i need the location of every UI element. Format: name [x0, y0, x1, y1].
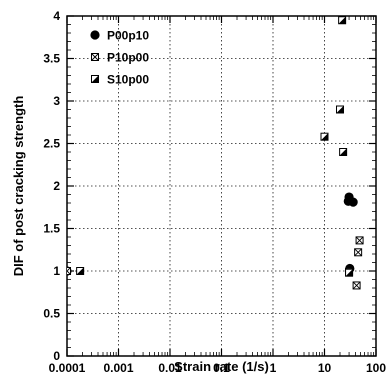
data-point — [339, 148, 348, 156]
y-tick-label: 3.5 — [43, 52, 60, 66]
series-P10p00 — [67, 236, 364, 290]
data-point-cross — [67, 270, 71, 275]
series-P00p10 — [67, 192, 358, 276]
x-tick-label: 0.001 — [103, 361, 133, 375]
data-point-fill — [336, 106, 344, 113]
data-point — [354, 248, 363, 257]
legend-label: P10p00 — [107, 51, 149, 65]
legend-marker — [91, 75, 99, 83]
legend-label: S10p00 — [107, 73, 149, 87]
data-point-fill — [338, 16, 346, 24]
data-point — [345, 268, 354, 277]
x-tick-label: 0.0001 — [49, 361, 86, 375]
data-point-shape — [348, 197, 358, 207]
tick-labels: 0.0001 0.001 0.01 0.1 1 10 100 0 0.5 1 1.5 2 2.5 3 3.5… — [43, 9, 386, 375]
legend-item: S10p00 — [91, 73, 149, 87]
x-axis-title: Strain rate (1/s) — [174, 359, 269, 374]
y-tick-label: 1.5 — [43, 222, 60, 236]
legend: P00p10 P10p00 S10p00 — [90, 29, 149, 87]
data-point — [355, 236, 364, 245]
data-point-shape — [67, 267, 71, 275]
data-points — [67, 16, 364, 290]
data-point-cross — [67, 267, 71, 272]
data-point-cross — [352, 281, 361, 290]
legend-marker-cross — [91, 53, 99, 61]
data-point — [320, 132, 329, 141]
data-point — [338, 16, 347, 25]
x-tick-label: 1 — [270, 361, 277, 375]
y-tick-label: 4 — [53, 9, 60, 23]
data-point-fill — [321, 133, 328, 141]
data-point-fill — [339, 148, 347, 156]
x-tick-label: 0.01 — [158, 361, 182, 375]
x-tick-label: 10 — [318, 361, 332, 375]
legend-marker-fill — [91, 75, 99, 83]
data-point-cross — [354, 248, 362, 257]
data-point-cross — [355, 236, 364, 245]
legend-marker — [91, 53, 99, 61]
data-point — [348, 197, 358, 207]
data-point — [336, 105, 345, 114]
y-tick-label: 3 — [53, 94, 60, 108]
y-tick-label: 2 — [53, 179, 60, 193]
legend-item: P00p10 — [90, 29, 149, 43]
legend-marker-shape — [90, 30, 100, 40]
grid — [67, 16, 376, 356]
y-axis-title: DIF of post cracking strength — [11, 96, 26, 277]
legend-marker — [90, 30, 100, 40]
data-point — [67, 267, 71, 275]
series-S10p00 — [76, 16, 354, 277]
data-point — [76, 267, 85, 275]
y-tick-label: 0 — [53, 349, 60, 363]
x-tick-label: 100 — [366, 361, 386, 375]
legend-item: P10p00 — [91, 51, 149, 65]
x-tick-label: 0.1 — [213, 361, 230, 375]
data-point-fill — [76, 267, 84, 275]
data-point-fill — [345, 269, 353, 277]
y-tick-label: 0.5 — [43, 307, 60, 321]
legend-label: P00p10 — [107, 29, 149, 43]
y-tick-label: 2.5 — [43, 137, 60, 151]
y-tick-label: 1 — [53, 264, 60, 278]
data-point — [352, 281, 361, 290]
